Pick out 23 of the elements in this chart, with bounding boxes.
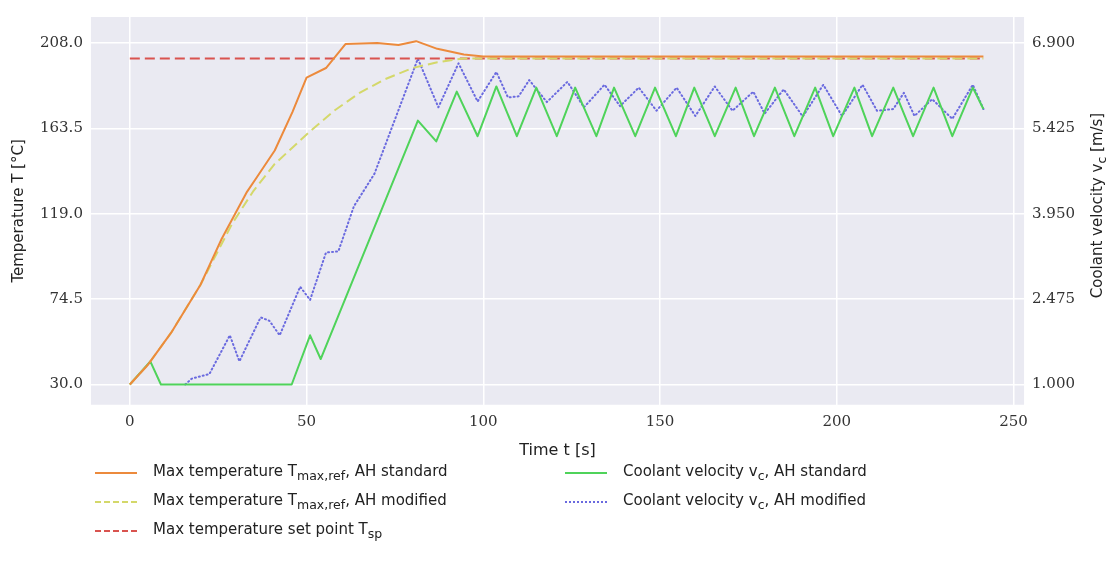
x-tick-label: 250 — [999, 411, 1028, 430]
x-tick-label: 150 — [645, 411, 675, 430]
y2-tick-label: 1.000 — [1032, 374, 1076, 393]
y2-tick-label: 3.950 — [1032, 203, 1076, 222]
y-axis-title: Temperature T [°C] — [8, 139, 27, 284]
legend-label: Coolant velocity v$_{c}$, AH standard — [623, 462, 867, 483]
legend-label: Max temperature T$_{max,ref}$, AH standard — [153, 462, 448, 483]
x-tick-label: 50 — [297, 411, 317, 430]
y-tick-label: 208.0 — [39, 32, 83, 51]
y-tick-label: 163.5 — [39, 118, 83, 137]
x-axis-title: Time t [s] — [518, 439, 596, 459]
y-tick-label: 119.0 — [39, 203, 83, 222]
x-tick-label: 200 — [822, 411, 852, 430]
y-tick-label: 30.0 — [49, 374, 83, 393]
y2-tick-label: 2.475 — [1032, 289, 1076, 308]
y-tick-label: 74.5 — [49, 289, 83, 308]
legend-label: Max temperature T$_{max,ref}$, AH modified — [153, 491, 447, 512]
legend-label: Coolant velocity v$_{c}$, AH modified — [623, 491, 867, 512]
y2-tick-label: 5.425 — [1032, 118, 1076, 137]
x-tick-label: 100 — [468, 411, 498, 430]
legend-label: Max temperature set point T$_{sp}$ — [153, 520, 383, 541]
x-tick-label: 0 — [125, 411, 135, 430]
y2-tick-label: 6.900 — [1032, 32, 1076, 51]
